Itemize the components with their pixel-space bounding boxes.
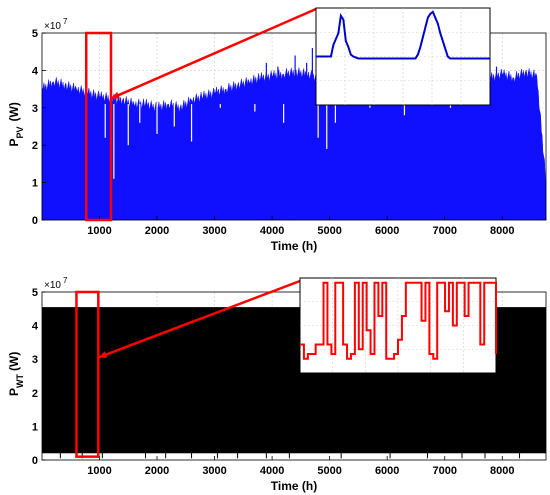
y-tick-label: 1 [32, 421, 38, 433]
x-axis-label: Time (h) [271, 239, 317, 253]
y-tick-label: 0 [32, 215, 38, 227]
x-tick-label: 2000 [145, 465, 169, 477]
x-tick-label: 6000 [375, 465, 399, 477]
zoom-highlight-box [75, 290, 100, 458]
zoom-highlight-box [84, 31, 113, 222]
x-tick-label: 1000 [87, 465, 111, 477]
axes-frame [41, 291, 547, 461]
y-exponent-power: 7 [63, 17, 68, 26]
zoom-arrow [97, 279, 301, 359]
y-axis-label-subscript: PV [15, 126, 25, 138]
y-tick-label: 4 [32, 65, 39, 77]
zoom-inset-series [300, 281, 497, 360]
y-exponent-label: ×10 [44, 280, 61, 291]
x-tick-label: 7000 [432, 225, 456, 237]
x-tick-label: 1000 [87, 225, 111, 237]
x-axis-label: Time (h) [271, 479, 317, 493]
x-tick-label: 4000 [260, 225, 284, 237]
x-tick-label: 5000 [317, 465, 341, 477]
x-tick-label: 8000 [490, 225, 514, 237]
y-tick-label: 1 [32, 178, 38, 190]
y-axis-label-main: P [7, 138, 21, 146]
axes-frame [41, 32, 547, 221]
x-tick-label: 4000 [260, 465, 284, 477]
y-axis-label: PWT (W) [7, 352, 25, 396]
x-tick-label: 8000 [490, 465, 514, 477]
y-tick-label: 3 [32, 354, 38, 366]
zoom-inset-series [316, 10, 490, 60]
x-tick-label: 7000 [432, 465, 456, 477]
x-tick-label: 5000 [317, 225, 341, 237]
y-exponent-power: 7 [63, 276, 68, 285]
y-tick-label: 5 [32, 28, 38, 40]
y-tick-label: 4 [32, 321, 39, 333]
y-axis-label-unit: (W) [7, 352, 21, 371]
y-exponent-label: ×10 [44, 21, 61, 32]
y-tick-label: 3 [32, 103, 38, 115]
x-tick-label: 6000 [375, 225, 399, 237]
zoom-arrow [110, 7, 317, 100]
y-tick-label: 2 [32, 388, 38, 400]
pv-power-chart: 1000 2000 3000 4000 5000 6000 7000 8000 0 1 2 3 4 5 ×1… [7, 7, 547, 253]
y-axis-label-subscript: WT [15, 374, 25, 388]
y-axis-label: PPV (W) [7, 102, 25, 146]
x-tick-label: 3000 [202, 465, 226, 477]
y-tick-label: 5 [32, 287, 38, 299]
y-tick-label: 0 [32, 455, 38, 467]
zoom-arrowhead [98, 351, 108, 358]
x-tick-label: 3000 [202, 225, 226, 237]
x-tick-label: 2000 [145, 225, 169, 237]
wt-power-chart: 1000 2000 3000 4000 5000 6000 7000 8000 0 1 2 3 4 5 ×1… [7, 276, 547, 493]
y-axis-label-main: P [7, 388, 21, 396]
y-tick-label: 2 [32, 140, 38, 152]
y-axis-label-unit: (W) [7, 102, 21, 121]
zoom-arrowhead [110, 91, 120, 99]
